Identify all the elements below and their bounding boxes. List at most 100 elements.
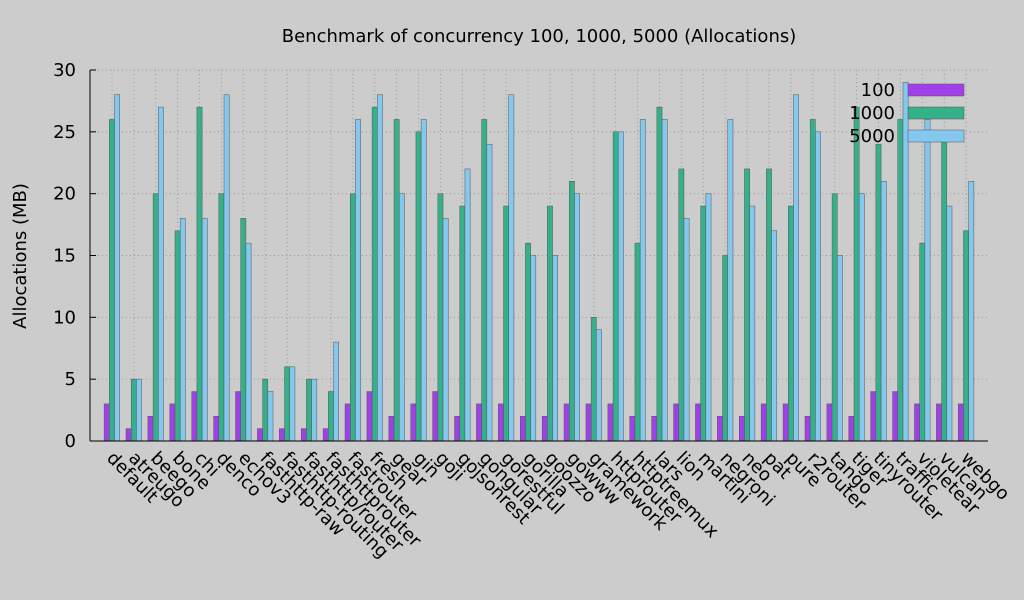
bar [837,255,843,442]
bar [968,181,975,442]
bar [476,403,482,442]
bar [393,119,400,442]
bar [109,119,115,442]
bar [371,106,378,442]
bar [749,205,756,442]
bar [661,119,668,442]
bar [130,378,137,442]
legend-label: 5000 [849,126,895,147]
bar [744,168,750,442]
bar [607,403,614,442]
bar [196,106,203,442]
bar [454,416,460,442]
bar [618,131,624,442]
bar [344,403,351,442]
bar [678,168,685,442]
bar [826,403,833,442]
bar [486,143,493,442]
bar [152,193,159,442]
bar [683,218,690,442]
bar [919,242,926,442]
bar [815,131,821,442]
bar [169,403,176,442]
bar [349,193,356,442]
legend-label: 1000 [849,103,895,124]
bar [722,255,729,442]
y-tick-label: 30 [53,60,76,81]
bar [963,230,969,442]
bar [760,403,767,442]
bar [508,94,515,442]
bar [158,106,164,442]
y-tick-label: 20 [53,184,76,205]
bar [464,168,471,442]
bar [804,416,811,442]
bar [914,403,920,442]
y-tick-label: 15 [53,246,76,267]
bar [201,218,208,442]
chart-title: Benchmark of concurrency 100, 1000, 5000… [282,26,797,47]
bar [289,366,296,442]
bar [574,193,580,442]
bar [498,403,504,442]
bar [585,403,592,442]
bar [892,391,899,442]
bar [459,205,466,442]
bar [267,391,274,442]
bar [590,317,597,442]
bar [432,391,439,442]
legend-swatch [907,129,965,143]
bar [136,378,142,442]
bar [695,403,701,442]
bar [530,255,537,442]
legend-label: 100 [861,80,895,101]
bar [596,329,602,442]
bar [262,378,269,442]
bar [629,416,636,442]
legend-swatch [907,106,965,120]
bar [410,403,417,442]
bar [279,428,285,442]
bar [442,218,449,442]
bar [739,416,745,442]
bar [766,168,772,442]
bar [328,391,334,442]
bar [853,106,860,442]
bar [946,205,953,442]
bar [388,416,395,442]
bar [788,205,794,442]
bar [223,94,230,442]
bar [771,230,778,442]
bar [569,181,575,442]
bar [311,378,318,442]
bar [257,428,263,442]
y-tick-label: 5 [65,369,76,390]
bar [656,106,663,442]
bar [875,143,882,442]
bar [673,403,680,442]
bar [398,193,405,442]
bar [125,428,132,442]
bar [941,131,948,442]
bar [366,391,373,442]
bar [235,391,241,442]
bar [897,119,904,442]
bar [300,428,307,442]
bar [377,94,383,442]
bar [831,193,838,442]
bar [858,193,865,442]
bar [437,193,444,442]
bar [848,416,855,442]
bar [213,416,220,442]
bar [727,119,734,442]
bar [420,119,427,442]
y-axis-label: Allocations (MB) [10,183,31,329]
bar [651,416,658,442]
bar [782,403,789,442]
bar [612,131,619,442]
bar [880,181,887,442]
y-tick-label: 25 [53,122,76,143]
bar [958,403,964,442]
bar [174,230,181,442]
